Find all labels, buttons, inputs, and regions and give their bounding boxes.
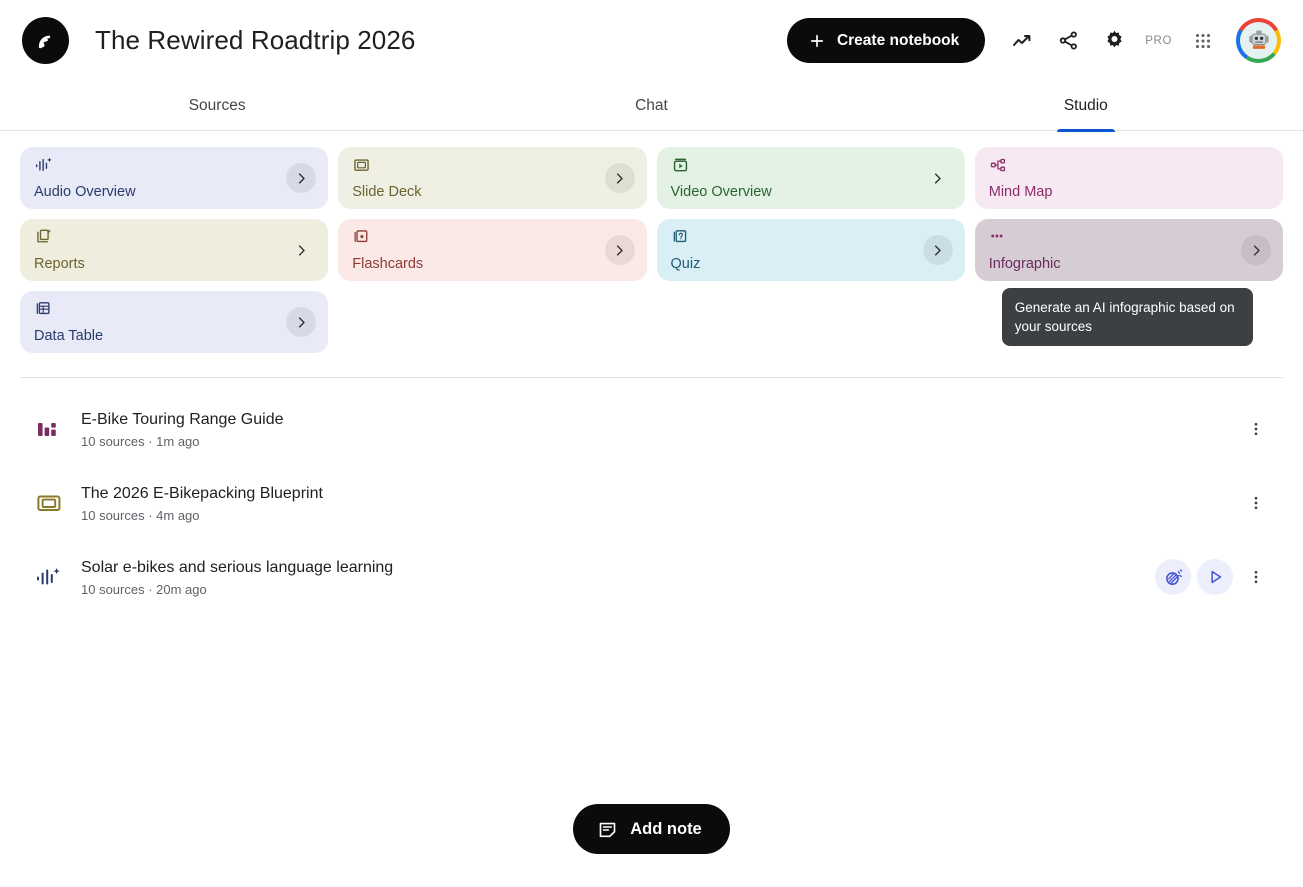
slide-rectangle-icon <box>34 488 64 518</box>
studio-card-label: Video Overview <box>670 184 772 200</box>
list-item[interactable]: Solar e-bikes and serious language learn… <box>20 540 1283 614</box>
page-title: The Rewired Roadtrip 2026 <box>95 25 416 55</box>
create-notebook-button[interactable]: Create notebook <box>786 18 986 63</box>
chevron-right-icon[interactable] <box>604 163 635 193</box>
studio-card-quiz[interactable]: Quiz <box>656 219 965 281</box>
studio-card-video-overview[interactable]: Video Overview <box>656 147 965 209</box>
studio-card-label: Quiz <box>670 256 701 272</box>
studio-card-label: Infographic <box>988 256 1061 272</box>
infographic-tooltip: Generate an AI infographic based on your… <box>1001 288 1253 346</box>
studio-card-data-table[interactable]: Data Table <box>20 291 329 353</box>
note-actions <box>1155 559 1273 595</box>
data-table-icon <box>34 300 316 318</box>
section-divider <box>20 377 1283 378</box>
tab-sources-label: Sources <box>188 97 246 114</box>
note-meta: 10 sources · 20m ago <box>81 581 207 597</box>
video-play-icon <box>671 156 953 174</box>
more-vertical-icon[interactable] <box>1239 486 1273 520</box>
infographic-dots-icon <box>989 228 1271 246</box>
avatar[interactable] <box>1236 18 1281 63</box>
note-text: Solar e-bikes and serious language learn… <box>81 557 393 598</box>
mind-map-nodes-icon <box>989 156 1271 174</box>
studio-card-label: Reports <box>34 256 85 272</box>
chevron-right-icon[interactable] <box>286 235 316 265</box>
quiz-question-icon <box>671 228 953 246</box>
header-actions: Create notebook PRO <box>786 18 1281 64</box>
chevron-right-icon[interactable] <box>923 163 953 193</box>
note-actions <box>1239 412 1273 446</box>
chevron-right-icon[interactable] <box>1241 163 1271 193</box>
note-text: E-Bike Touring Range Guide 10 sources · … <box>81 409 284 450</box>
studio-card-label: Data Table <box>34 328 104 344</box>
tab-studio-label: Studio <box>1063 97 1108 114</box>
interactive-mode-icon[interactable] <box>1155 559 1191 595</box>
studio-card-grid: Audio Overview Slide Deck <box>20 147 1283 353</box>
note-title: Solar e-bikes and serious language learn… <box>81 558 394 576</box>
tab-chat-label: Chat <box>635 97 668 114</box>
list-item[interactable]: E-Bike Touring Range Guide 10 sources · … <box>20 392 1283 466</box>
robot-avatar <box>1240 22 1277 59</box>
studio-card-reports[interactable]: Reports <box>20 219 329 281</box>
more-vertical-icon[interactable] <box>1239 412 1273 446</box>
bar-chart-icon <box>34 414 64 444</box>
note-title: The 2026 E-Bikepacking Blueprint <box>81 484 323 502</box>
add-note-area: Add note <box>0 804 1303 854</box>
note-meta: 10 sources · 1m ago <box>81 433 200 449</box>
play-icon[interactable] <box>1197 559 1233 595</box>
notebooklm-logo-icon[interactable] <box>22 17 69 64</box>
share-icon[interactable] <box>1045 18 1091 64</box>
more-vertical-icon[interactable] <box>1239 560 1273 594</box>
tab-sources[interactable]: Sources <box>0 81 434 131</box>
note-title: E-Bike Touring Range Guide <box>81 410 284 428</box>
audio-waveform-sparkle-icon <box>34 562 64 592</box>
studio-card-label: Slide Deck <box>352 184 422 200</box>
chevron-right-icon[interactable] <box>922 235 953 265</box>
chevron-right-icon[interactable] <box>286 163 317 193</box>
studio-card-slide-deck[interactable]: Slide Deck <box>338 147 647 209</box>
chevron-right-icon[interactable] <box>286 307 317 337</box>
studio-card-infographic[interactable]: Infographic Generate an AI infographic b… <box>974 219 1283 346</box>
chevron-right-icon[interactable] <box>1241 235 1271 265</box>
trending-up-icon[interactable] <box>999 18 1045 64</box>
note-actions <box>1239 486 1273 520</box>
report-sparkle-icon <box>34 228 316 246</box>
studio-card-label: Audio Overview <box>34 184 136 200</box>
plus-icon <box>808 32 826 50</box>
main-tabs: Sources Chat Studio <box>0 81 1303 131</box>
studio-panel: Audio Overview Slide Deck <box>0 131 1303 353</box>
tooltip-text: Generate an AI infographic based on your… <box>1014 300 1235 334</box>
chevron-right-icon[interactable] <box>604 235 635 265</box>
create-notebook-label: Create notebook <box>836 31 960 49</box>
flashcards-star-icon <box>352 228 634 246</box>
tab-studio[interactable]: Studio <box>869 81 1303 131</box>
studio-card-label: Flashcards <box>352 256 424 272</box>
note-icon <box>597 819 618 840</box>
studio-card-flashcards[interactable]: Flashcards <box>338 219 647 281</box>
pro-badge: PRO <box>1145 34 1172 47</box>
tab-chat[interactable]: Chat <box>434 81 868 131</box>
studio-card-mind-map[interactable]: Mind Map <box>974 147 1283 209</box>
add-note-label: Add note <box>630 819 702 838</box>
slide-rectangle-icon <box>352 156 634 174</box>
note-text: The 2026 E-Bikepacking Blueprint 10 sour… <box>81 483 323 524</box>
notes-list: E-Bike Touring Range Guide 10 sources · … <box>0 378 1303 614</box>
gear-icon[interactable] <box>1091 18 1137 64</box>
studio-card-audio-overview[interactable]: Audio Overview <box>20 147 329 209</box>
studio-card-label: Mind Map <box>988 184 1053 200</box>
add-note-button[interactable]: Add note <box>573 804 730 854</box>
app-header: The Rewired Roadtrip 2026 Create noteboo… <box>0 0 1303 81</box>
apps-grid-icon[interactable] <box>1180 18 1226 64</box>
note-meta: 10 sources · 4m ago <box>81 507 200 523</box>
list-item[interactable]: The 2026 E-Bikepacking Blueprint 10 sour… <box>20 466 1283 540</box>
audio-waveform-sparkle-icon <box>34 156 316 174</box>
